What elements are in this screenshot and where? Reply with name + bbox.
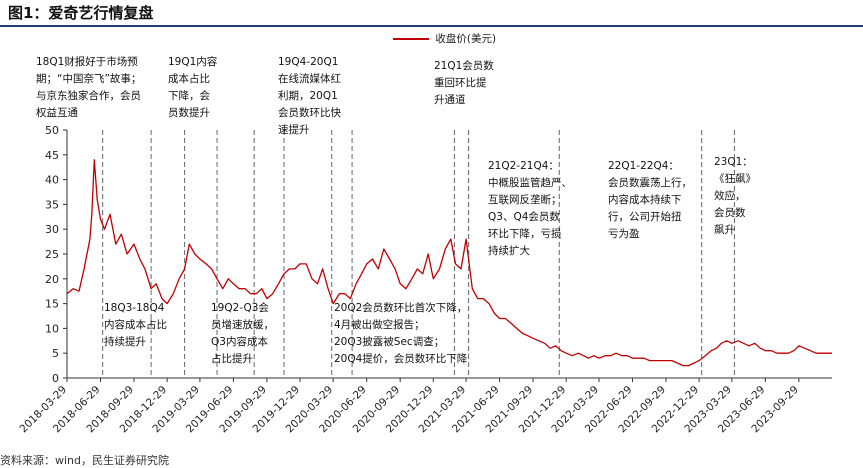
annotation-line: 员增速放缓， [211,319,274,331]
annotation-18q1: 18Q1财报好于市场预 期；“中国奈飞”故事； 与京东独家合作，会员 权益互通 [36,54,141,122]
annotation-line: 19Q1内容 [168,56,218,68]
annotation-21q2-21q4: 21Q2-21Q4： 中概股监管趋严、 互联网反垄断； Q3、Q4会员数 环比下… [488,158,572,260]
annotation-line: 亏为盈 [608,228,640,240]
annotation-18q3-18q4: 18Q3-18Q4 内容成本占比 持续提升 [104,300,167,351]
annotation-line: 20Q2会员数环比首次下降， [334,302,468,314]
annotation-line: 19Q4-20Q1 [278,56,339,68]
price-series-line [66,159,832,367]
annotation-line: 4月被出做空报告； [334,319,425,331]
figure-title: 图1：爱奇艺行情复盘 [8,4,154,22]
annotation-line: 会员数 [714,207,746,219]
y-tick-label: 30 [45,223,59,236]
annotation-19q4-20q1: 19Q4-20Q1 在线流媒体红 利期，20Q1 会员数环比快 速提升 [278,54,341,139]
annotation-line: 期；“中国奈飞”故事； [36,73,142,85]
annotation-line: 互联网反垄断； [488,194,562,206]
annotation-19q2-q3: 19Q2-Q3会 员增速放缓， Q3内容成本 占比提升 [211,300,274,368]
annotation-line: 21Q1会员数 [434,60,494,72]
y-tick-label: 50 [45,124,59,137]
annotation-line: 飙升 [714,224,735,236]
y-tick-label: 20 [45,273,59,286]
annotation-line: 利期，20Q1 [278,90,338,102]
annotation-line: 20Q3披露被Sec调查； [334,336,445,348]
annotation-line: 内容成本占比 [104,319,167,331]
annotation-23q1: 23Q1： 《狂飙》 效应， 会员数 飙升 [714,154,756,239]
chart-legend: 收盘价(美元) [393,31,496,46]
annotation-line: Q3、Q4会员数 [488,211,560,223]
annotation-line: 行，公司开始扭 [608,211,682,223]
y-tick-label: 15 [45,298,59,311]
price-chart: 051015202530354045502018-03-292018-06-29… [17,124,832,435]
annotation-line: 效应， [714,190,746,202]
y-tick-label: 35 [45,198,59,211]
annotation-line: 速提升 [278,124,310,136]
annotation-line: 22Q1-22Q4： [608,160,679,172]
annotation-line: 与京东独家合作，会员 [36,90,141,102]
legend-label: 收盘价(美元) [435,33,497,45]
annotation-line: 成本占比 [168,73,210,85]
annotation-22q1-22q4: 22Q1-22Q4： 会员数震荡上行， 内容成本持续下 行，公司开始扭 亏为盈 [608,158,692,243]
annotation-line: 员数提升 [168,107,210,119]
annotation-line: 18Q3-18Q4 [104,302,165,314]
annotation-line: 下降，会 [168,90,210,102]
annotation-line: 重回环比提 [434,77,487,89]
y-tick-label: 10 [45,322,59,335]
annotation-line: 环比下降，亏损 [488,228,562,240]
annotation-line: 在线流媒体红 [278,73,341,85]
annotation-line: 权益互通 [36,107,78,119]
annotation-line: 18Q1财报好于市场预 [36,56,138,68]
annotation-line: 会员数环比快 [278,107,341,119]
annotation-19q1: 19Q1内容 成本占比 下降，会 员数提升 [168,54,217,122]
annotation-line: 升通道 [434,94,466,106]
annotation-line: 占比提升 [211,353,253,365]
annotation-20q2-20q4: 20Q2会员数环比首次下降， 4月被出做空报告； 20Q3披露被Sec调查； 2… [334,300,467,368]
y-tick-label: 0 [52,372,59,385]
annotation-line: 内容成本持续下 [608,194,682,206]
annotation-line: Q3内容成本 [211,336,268,348]
annotation-line: 会员数震荡上行， [608,177,692,189]
legend-line-swatch [393,38,429,40]
annotation-line: 持续提升 [104,336,146,348]
annotation-line: 23Q1： [714,156,753,168]
annotation-line: 中概股监管趋严、 [488,177,572,189]
source-note: 资料来源：wind，民生证券研究院 [0,454,170,467]
title-rule [0,25,863,27]
y-tick-label: 5 [52,347,59,360]
annotation-line: 持续扩大 [488,245,530,257]
y-tick-label: 25 [45,248,59,261]
y-tick-label: 45 [45,149,59,162]
y-tick-label: 40 [45,174,59,187]
annotation-21q1: 21Q1会员数 重回环比提 升通道 [434,58,494,109]
annotation-line: 20Q4提价，会员数环比下降 [334,353,468,365]
annotation-line: 19Q2-Q3会 [211,302,269,314]
annotation-line: 《狂飙》 [714,173,756,185]
annotation-line: 21Q2-21Q4： [488,160,559,172]
